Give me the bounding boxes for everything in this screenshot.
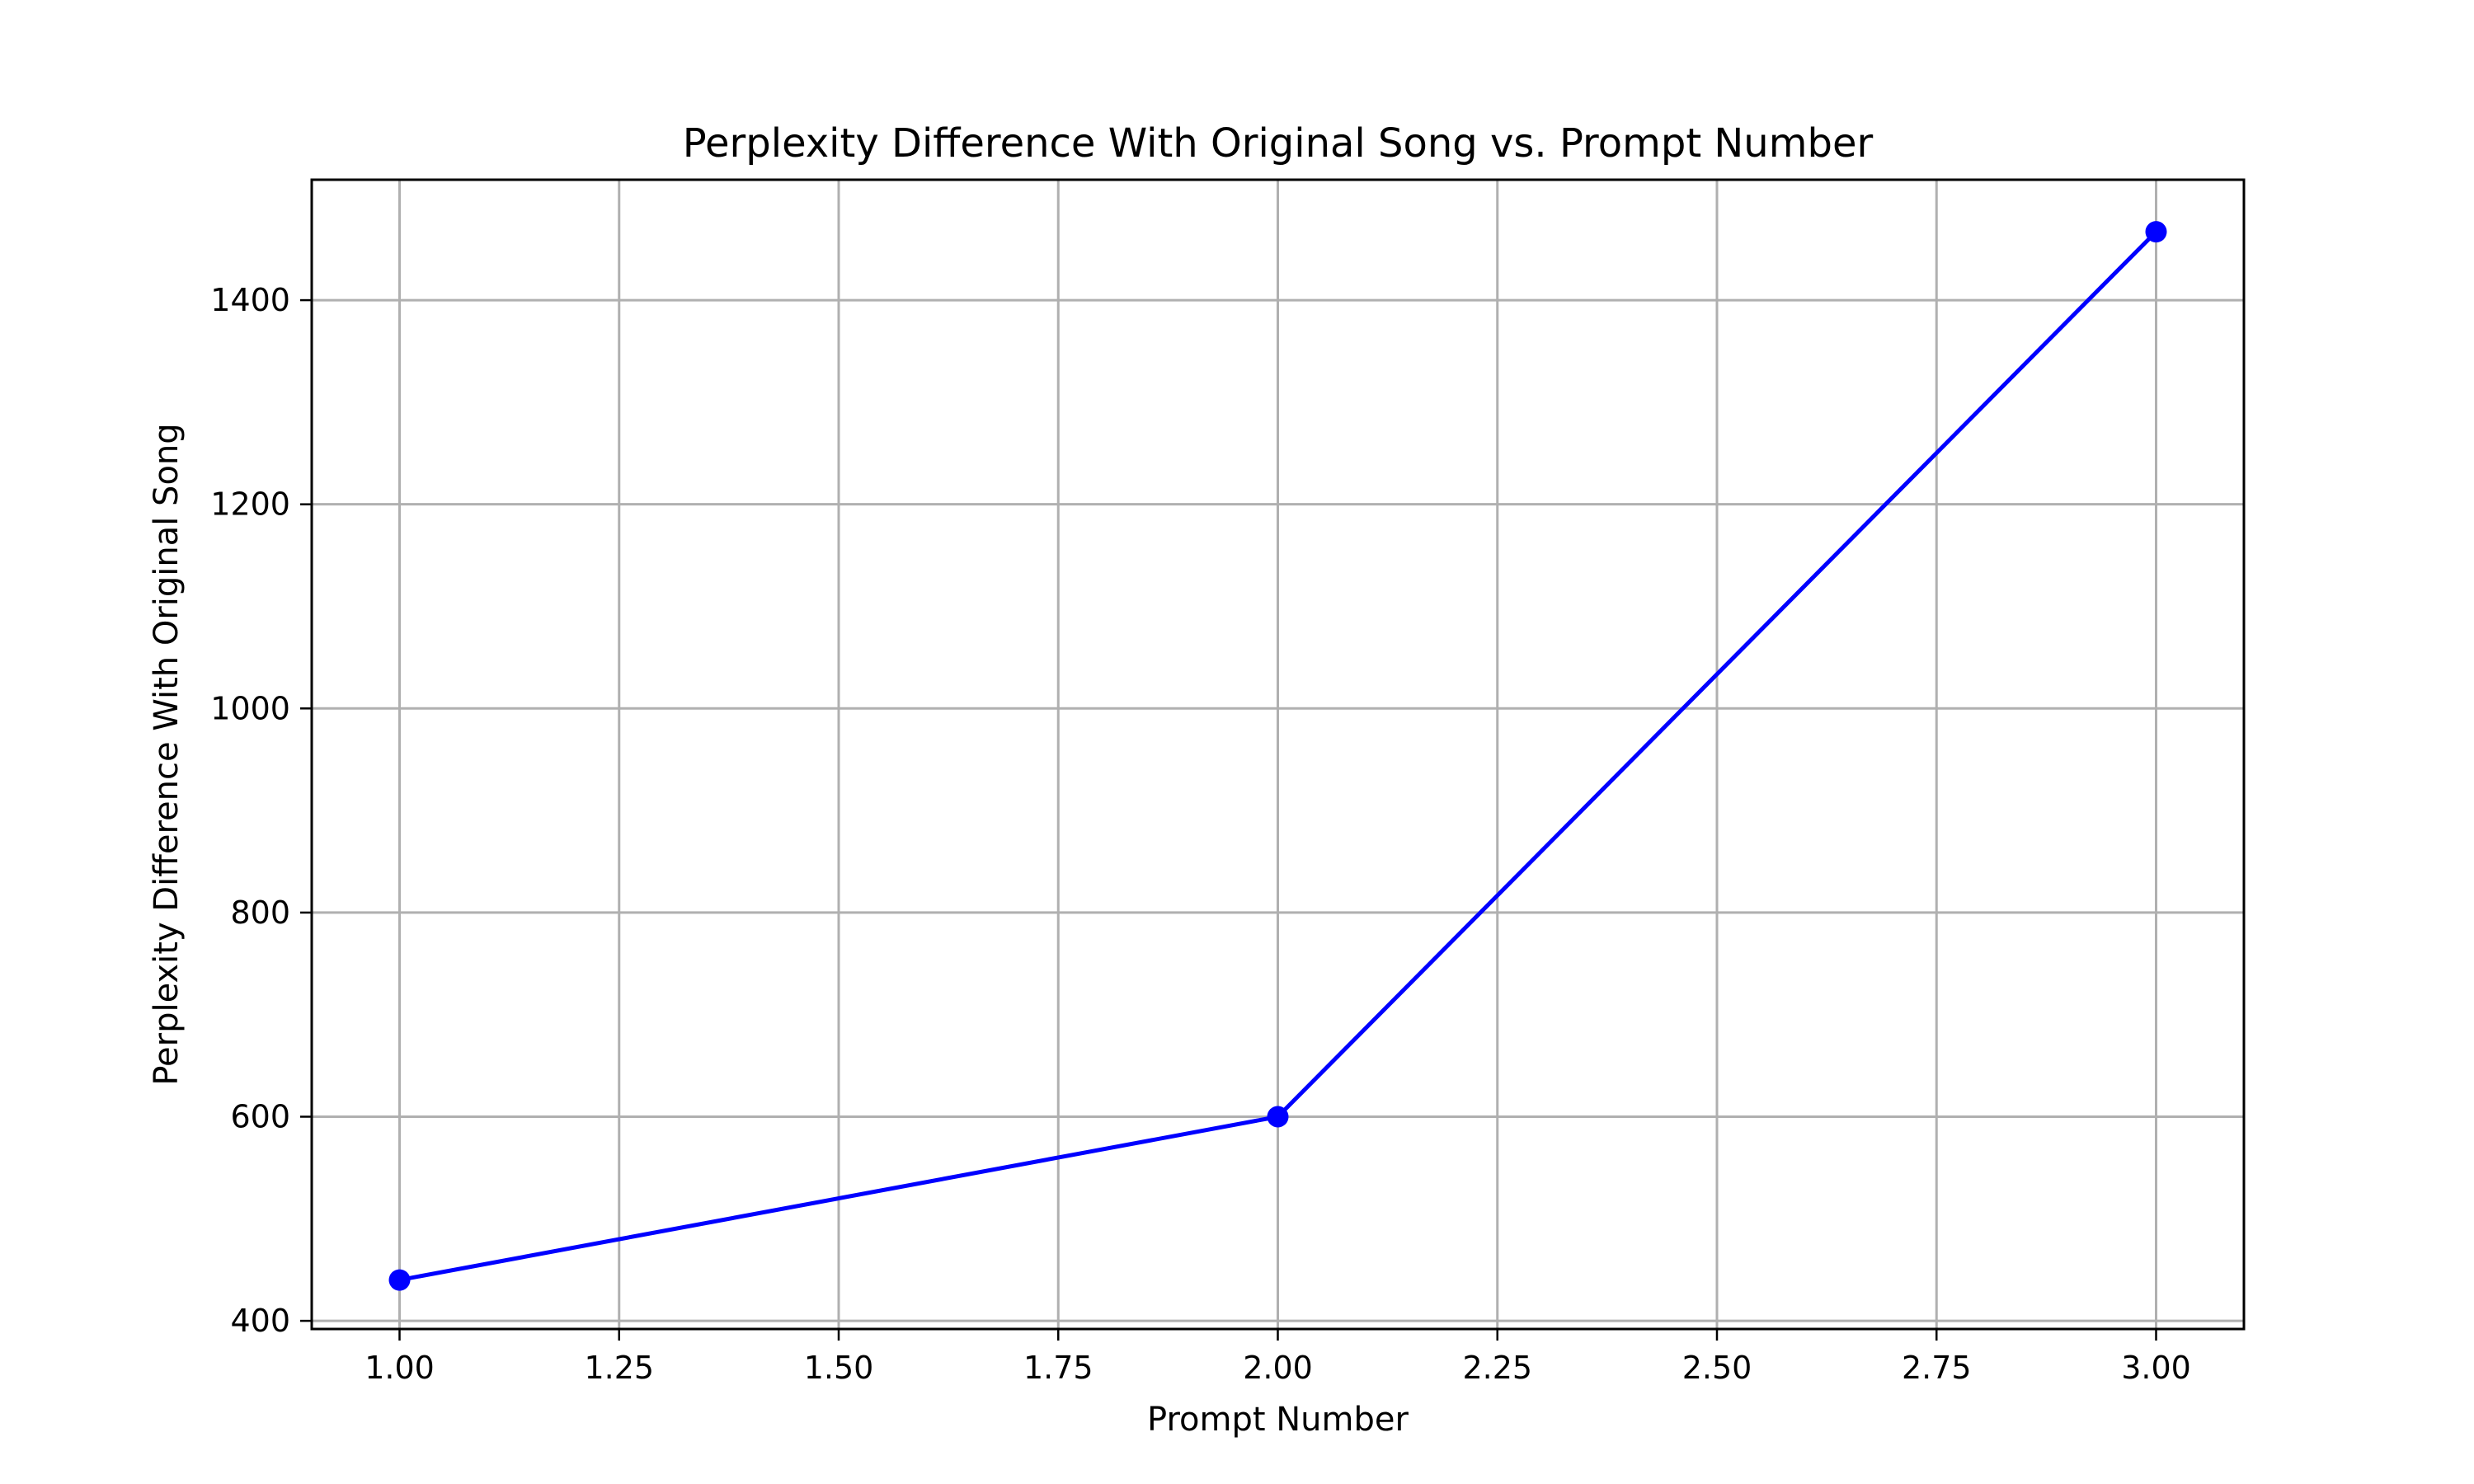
data-point	[2145, 221, 2167, 243]
x-tick-label: 1.00	[365, 1350, 435, 1386]
x-tick-label: 2.25	[1462, 1350, 1532, 1386]
y-axis-ticks: 400 600 800 1000 1200 1400	[210, 282, 312, 1339]
grid	[312, 180, 2244, 1329]
y-tick-label: 400	[230, 1303, 290, 1339]
data-point	[1267, 1106, 1289, 1128]
x-tick-label: 2.50	[1682, 1350, 1752, 1386]
series-group	[388, 221, 2167, 1291]
y-tick-label: 1200	[210, 486, 290, 523]
x-tick-label: 3.00	[2121, 1350, 2191, 1386]
x-tick-label: 1.50	[804, 1350, 874, 1386]
y-tick-label: 800	[230, 895, 290, 931]
data-point	[388, 1269, 411, 1291]
x-tick-label: 1.25	[584, 1350, 654, 1386]
chart-title: Perplexity Difference With Original Song…	[683, 120, 1874, 167]
x-axis-label: Prompt Number	[1147, 1401, 1409, 1439]
x-tick-label: 2.00	[1243, 1350, 1313, 1386]
x-tick-label: 2.75	[1902, 1350, 1972, 1386]
y-tick-label: 1400	[210, 282, 290, 318]
y-axis-label: Perplexity Difference With Original Song	[148, 423, 186, 1085]
y-tick-label: 600	[230, 1098, 290, 1134]
x-axis-ticks: 1.00 1.25 1.50 1.75 2.00 2.25 2.50 2.75 3.00	[365, 1329, 2191, 1386]
y-tick-label: 1000	[210, 690, 290, 726]
x-tick-label: 1.75	[1023, 1350, 1094, 1386]
